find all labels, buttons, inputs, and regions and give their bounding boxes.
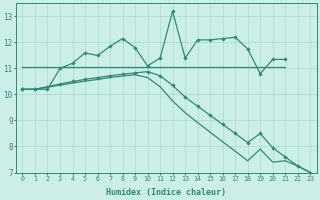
X-axis label: Humidex (Indice chaleur): Humidex (Indice chaleur): [106, 188, 226, 197]
